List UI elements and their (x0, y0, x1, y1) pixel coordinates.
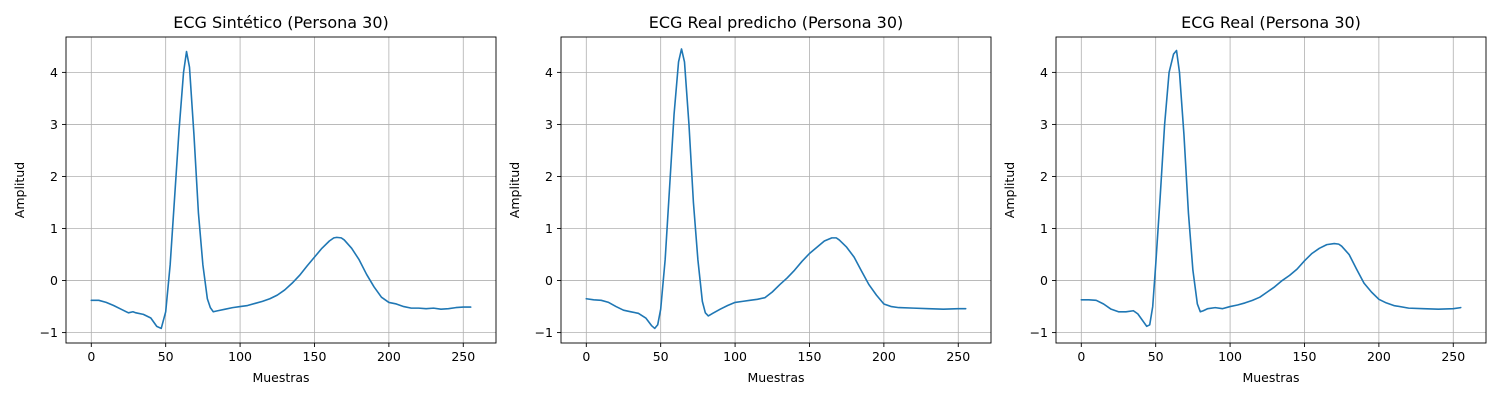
y-tick-label: 2 (545, 169, 553, 184)
axes-frame (1055, 36, 1487, 344)
y-tick-label: 0 (50, 273, 58, 288)
x-tick-label: 200 (377, 349, 401, 364)
ecg-series-line (585, 48, 967, 330)
x-tick-label: 150 (1293, 349, 1317, 364)
x-tick-label: 200 (1367, 349, 1391, 364)
x-tick-label: 250 (451, 349, 475, 364)
y-axis-label: Amplitud (1002, 162, 1017, 218)
y-tick-label: 4 (50, 65, 58, 80)
y-tick-label: 0 (545, 273, 553, 288)
chart-title: ECG Real (Persona 30) (1181, 13, 1361, 32)
x-tick-label: 100 (1218, 349, 1242, 364)
y-axis-label: Amplitud (12, 162, 27, 218)
y-tick-label: 3 (545, 117, 553, 132)
x-tick-label: 0 (1077, 349, 1085, 364)
chart-panel-1: 0 50 100 150 200 250 −1 0 1 2 3 4 ECG Sintético (Per… (12, 13, 497, 385)
y-tick-label: 1 (50, 221, 58, 236)
x-tick-label: 150 (798, 349, 822, 364)
y-tick-label: 1 (1040, 221, 1048, 236)
x-tick-label: 150 (303, 349, 327, 364)
y-tick-label: 2 (1040, 169, 1048, 184)
x-tick-label: 250 (1441, 349, 1465, 364)
x-tick-label: 200 (872, 349, 896, 364)
y-tick-label: 4 (545, 65, 553, 80)
y-tick-label: 0 (1040, 273, 1048, 288)
x-axis-label: Muestras (252, 370, 309, 385)
y-tick-label: 4 (1040, 65, 1048, 80)
x-tick-label: 50 (1148, 349, 1164, 364)
x-tick-label: 250 (946, 349, 970, 364)
x-tick-label: 0 (87, 349, 95, 364)
y-tick-label: 3 (50, 117, 58, 132)
x-axis-label: Muestras (747, 370, 804, 385)
chart-title: ECG Real predicho (Persona 30) (649, 13, 903, 32)
y-tick-label: −1 (535, 325, 553, 340)
ecg-series-line (1080, 49, 1462, 328)
y-tick-label: 1 (545, 221, 553, 236)
x-axis-label: Muestras (1242, 370, 1299, 385)
y-tick-label: −1 (40, 325, 58, 340)
chart-panel-2: 0 50 100 150 200 250 −1 0 1 2 3 4 ECG Real predicho … (507, 13, 992, 385)
axes-frame (65, 36, 497, 344)
y-tick-label: 3 (1040, 117, 1048, 132)
chart-panel-3: 0 50 100 150 200 250 −1 0 1 2 3 4 ECG Real (Persona … (1002, 13, 1487, 385)
y-axis-label: Amplitud (507, 162, 522, 218)
x-tick-label: 50 (653, 349, 669, 364)
x-tick-label: 50 (158, 349, 174, 364)
y-tick-label: 2 (50, 169, 58, 184)
chart-title: ECG Sintético (Persona 30) (173, 13, 389, 32)
axes-frame (560, 36, 992, 344)
x-tick-label: 0 (582, 349, 590, 364)
x-tick-label: 100 (723, 349, 747, 364)
ecg-series-line (90, 50, 472, 330)
y-tick-label: −1 (1030, 325, 1048, 340)
x-tick-label: 100 (228, 349, 252, 364)
